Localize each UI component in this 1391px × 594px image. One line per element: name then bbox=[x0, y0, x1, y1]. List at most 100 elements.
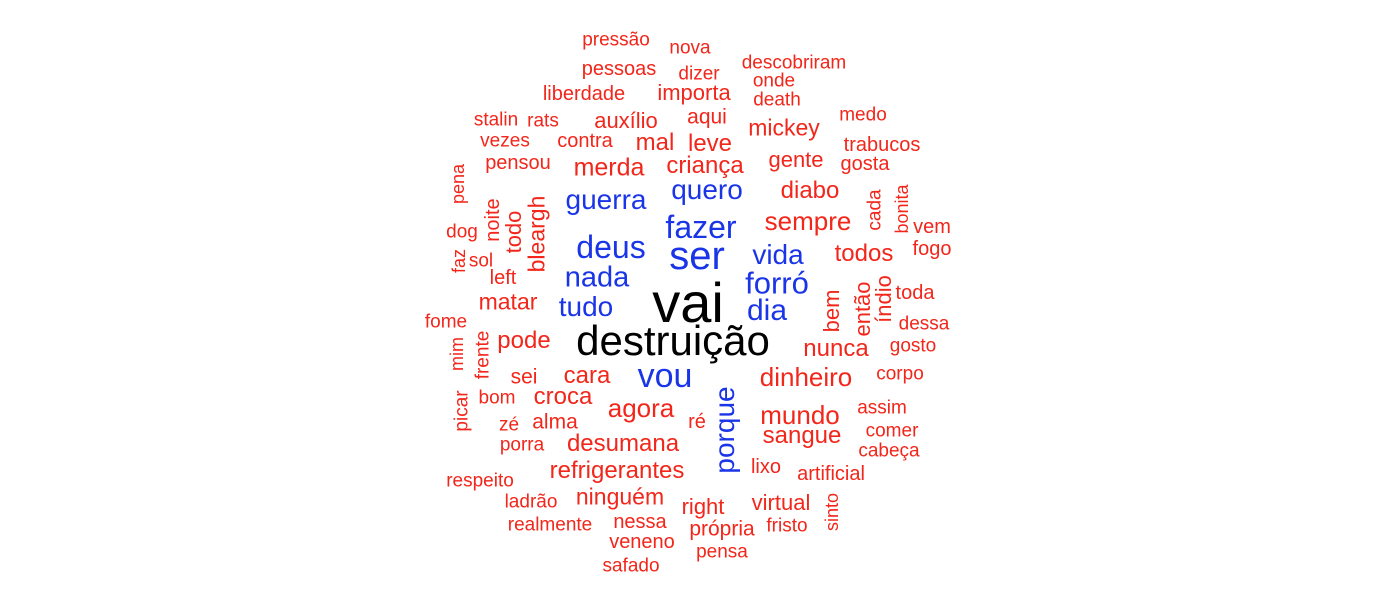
word-pessoas: pessoas bbox=[581, 58, 657, 80]
word-fogo: fogo bbox=[912, 238, 952, 260]
word-diabo: diabo bbox=[780, 177, 840, 204]
word-propria: própria bbox=[689, 517, 755, 541]
word-sempre: sempre bbox=[764, 206, 852, 236]
word-medo: medo bbox=[839, 104, 887, 126]
word-vezes: vezes bbox=[480, 130, 530, 152]
word-indio: índio bbox=[871, 275, 896, 323]
word-pode: pode bbox=[497, 327, 551, 354]
word-crianca: criança bbox=[666, 152, 744, 179]
word-dessa: dessa bbox=[898, 313, 950, 335]
word-mim: mim bbox=[447, 337, 467, 371]
word-nessa: nessa bbox=[613, 511, 667, 533]
word-noite: noite bbox=[482, 198, 504, 242]
word-dog: dog bbox=[446, 221, 478, 243]
word-cada: cada bbox=[864, 189, 886, 231]
word-virtual: virtual bbox=[751, 490, 811, 515]
word-liberdade: liberdade bbox=[542, 83, 626, 105]
word-todo: todo bbox=[501, 210, 526, 254]
word-nunca: nunca bbox=[803, 335, 869, 362]
word-realmente: realmente bbox=[507, 514, 593, 536]
word-leve: leve bbox=[687, 130, 733, 157]
word-auxilio: auxílio bbox=[594, 108, 658, 133]
word-bleargh: bleargh bbox=[523, 195, 550, 273]
word-forro: forró bbox=[745, 265, 809, 301]
word-porque: porque bbox=[709, 386, 740, 474]
word-contra: contra bbox=[557, 130, 613, 152]
word-re: ré bbox=[688, 411, 706, 433]
word-toda: toda bbox=[895, 282, 935, 304]
word-safado: safado bbox=[602, 555, 660, 577]
word-dinheiro: dinheiro bbox=[759, 362, 853, 392]
word-entao: então bbox=[850, 281, 875, 337]
word-todos: todos bbox=[834, 240, 894, 267]
word-guerra: guerra bbox=[565, 184, 647, 215]
word-nova: nova bbox=[669, 37, 711, 59]
word-comer: comer bbox=[865, 420, 919, 442]
word-pensou: pensou bbox=[485, 152, 551, 174]
word-ninguem: ninguém bbox=[575, 483, 665, 510]
word-pena: pena bbox=[448, 163, 468, 205]
word-stalin: stalin bbox=[473, 109, 519, 131]
word-croca: croca bbox=[533, 383, 593, 410]
word-fome: fome bbox=[424, 311, 468, 333]
word-artificial: artificial bbox=[797, 463, 865, 485]
word-gosto: gosto bbox=[889, 335, 937, 357]
word-pensa: pensa bbox=[696, 541, 748, 563]
word-sei: sei bbox=[510, 365, 538, 389]
word-deus: deus bbox=[576, 229, 646, 265]
word-corpo: corpo bbox=[876, 363, 924, 385]
word-dizer: dizer bbox=[678, 63, 720, 85]
word-right: right bbox=[681, 494, 725, 519]
word-refrigerantes: refrigerantes bbox=[549, 457, 685, 484]
word-cara: cara bbox=[563, 362, 611, 389]
word-alma: alma bbox=[532, 410, 578, 434]
word-bom: bom bbox=[478, 387, 516, 409]
word-vem: vem bbox=[913, 216, 951, 238]
word-rats: rats bbox=[527, 110, 559, 132]
word-sol: sol bbox=[468, 250, 494, 272]
word-importa: importa bbox=[657, 80, 731, 105]
word-fazer: fazer bbox=[665, 209, 737, 245]
word-frente: frente bbox=[472, 330, 494, 380]
word-mal: mal bbox=[635, 129, 675, 156]
word-sinto: sinto bbox=[822, 492, 842, 532]
word-agora: agora bbox=[607, 393, 675, 423]
word-mundo: mundo bbox=[760, 400, 840, 430]
word-pressao: pressão bbox=[582, 29, 650, 51]
word-bonita: bonita bbox=[892, 184, 912, 234]
word-dia: dia bbox=[746, 294, 788, 327]
word-respeito: respeito bbox=[446, 470, 514, 492]
word-trabucos: trabucos bbox=[843, 134, 921, 156]
word-onde: onde bbox=[752, 70, 796, 92]
word-faz: faz bbox=[449, 248, 469, 274]
word-nada: nada bbox=[564, 261, 630, 294]
word-assim: assim bbox=[857, 397, 907, 419]
word-bem: bem bbox=[819, 289, 844, 333]
word-tudo: tudo bbox=[558, 291, 614, 322]
word-aqui: aqui bbox=[687, 105, 727, 129]
word-sangue: sangue bbox=[762, 422, 842, 449]
word-porra: porra bbox=[499, 434, 545, 456]
word-mickey: mickey bbox=[748, 114, 820, 141]
word-merda: merda bbox=[573, 153, 645, 182]
word-desumana: desumana bbox=[566, 430, 680, 457]
word-vai: vai bbox=[652, 271, 724, 334]
word-death: death bbox=[753, 89, 801, 111]
word-fristo: fristo bbox=[766, 515, 808, 537]
word-ladrao: ladrão bbox=[504, 491, 558, 513]
word-quero: quero bbox=[671, 174, 743, 205]
word-veneno: veneno bbox=[609, 531, 675, 553]
word-destruicao: destruição bbox=[576, 317, 770, 364]
word-descobriram: descobriram bbox=[741, 52, 847, 74]
word-picar: picar bbox=[451, 390, 473, 432]
word-ser: ser bbox=[669, 234, 725, 278]
word-gosta: gosta bbox=[840, 153, 890, 175]
word-left: left bbox=[489, 267, 517, 289]
word-lixo: lixo bbox=[750, 456, 782, 478]
word-vou: vou bbox=[637, 357, 693, 395]
word-gente: gente bbox=[768, 147, 824, 172]
word-cabeca: cabeça bbox=[858, 440, 920, 462]
word-ze: zé bbox=[498, 414, 520, 436]
word-vida: vida bbox=[752, 239, 804, 270]
